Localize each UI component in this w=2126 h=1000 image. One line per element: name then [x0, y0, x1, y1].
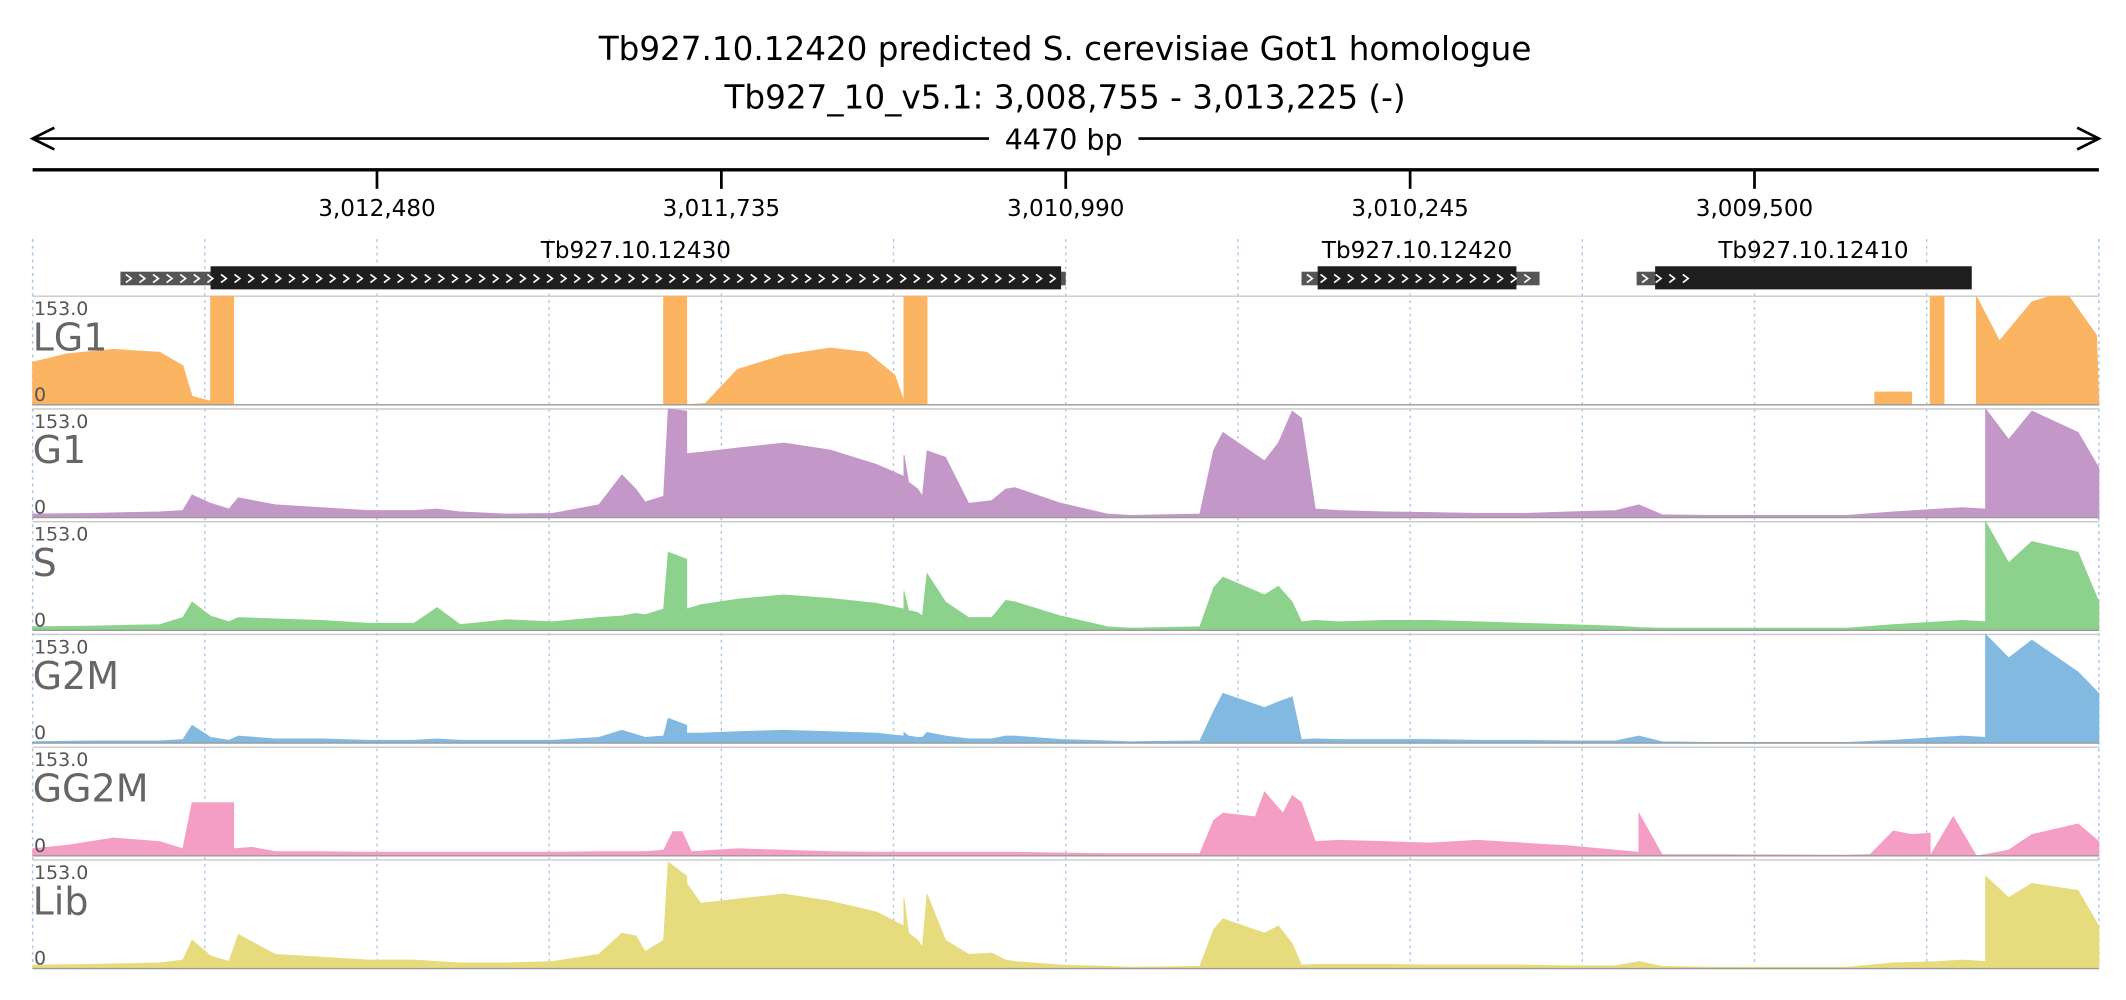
tick-label: 3,010,990 — [1007, 196, 1124, 222]
chart-subtitle-coordinates: Tb927_10_v5.1: 3,008,755 - 3,013,225 (-) — [723, 79, 1405, 117]
coverage-area — [32, 861, 2100, 970]
gene-label: Tb927.10.12420 — [1321, 238, 1512, 264]
coverage-area — [32, 407, 2100, 518]
track-min-label: 0 — [34, 384, 46, 406]
track-min-label: 0 — [34, 948, 46, 970]
gene-label: Tb927.10.12430 — [540, 238, 731, 264]
track-name: LG1 — [33, 315, 108, 359]
tick-label: 3,010,245 — [1351, 196, 1468, 222]
track-name: GG2M — [33, 767, 149, 811]
strand-arrows — [125, 273, 1057, 284]
track-min-label: 0 — [34, 609, 46, 631]
track-max-label: 153.0 — [34, 636, 88, 658]
arrow-right-icon — [2076, 126, 2102, 151]
track-max-label: 153.0 — [34, 298, 88, 320]
arrow-left-icon — [29, 126, 55, 151]
gene-model: Tb927.10.12420 — [1301, 238, 1540, 290]
coverage-area — [32, 520, 2100, 631]
track-g1: 153.0 0 G1 — [32, 407, 2100, 519]
chart-title: Tb927.10.12420 predicted S. cerevisiae G… — [598, 30, 1532, 68]
gene-cds — [1317, 266, 1517, 290]
coverage-area — [32, 791, 2100, 858]
coverage-tracks: 153.00LG1153.00G1153.00S153.00G2M153.00G… — [32, 295, 2100, 970]
strand-arrows — [1306, 273, 1532, 284]
track-name: S — [33, 541, 57, 585]
track-name: G1 — [33, 428, 87, 472]
track-min-label: 0 — [34, 497, 46, 519]
gene-cds — [1655, 266, 1972, 290]
track-g2m: 153.0 0 G2M — [32, 633, 2100, 744]
track-max-label: 153.0 — [34, 524, 88, 546]
coverage-area — [32, 633, 2100, 744]
coverage-area — [32, 295, 2100, 406]
track-lib: 153.0 0 Lib — [32, 859, 2100, 970]
track-max-label: 153.0 — [34, 862, 88, 884]
coordinate-axis: 3,012,480 3,011,735 3,010,990 3,010,245 3,00… — [32, 168, 2099, 222]
track-gg2m: 153.0 0 GG2M — [32, 746, 2100, 858]
track-name: G2M — [33, 654, 119, 698]
track-name: Lib — [33, 879, 89, 923]
gene-label: Tb927.10.12410 — [1717, 238, 1908, 264]
gene-model: Tb927.10.12410 — [1636, 238, 1972, 290]
track-min-label: 0 — [34, 835, 46, 857]
gene-models: Tb927.10.12430 Tb927.10.12420 Tb927.10.124… — [120, 238, 1972, 290]
track-max-label: 153.0 — [34, 411, 88, 433]
track-s: 153.0 0 S — [32, 520, 2100, 631]
span-ruler: 4470 bp — [29, 120, 2102, 156]
span-length-label: 4470 bp — [1005, 123, 1123, 156]
tick-label: 3,011,735 — [663, 196, 780, 222]
strand-arrows — [1641, 273, 1690, 284]
tick-label: 3,009,500 — [1696, 196, 1813, 222]
gene-model: Tb927.10.12430 — [120, 238, 1066, 290]
track-lg1: 153.0 0 LG1 — [32, 295, 2100, 406]
gene-cds — [210, 266, 1062, 290]
track-min-label: 0 — [34, 722, 46, 744]
track-max-label: 153.0 — [34, 749, 88, 771]
tick-label: 3,012,480 — [318, 196, 435, 222]
